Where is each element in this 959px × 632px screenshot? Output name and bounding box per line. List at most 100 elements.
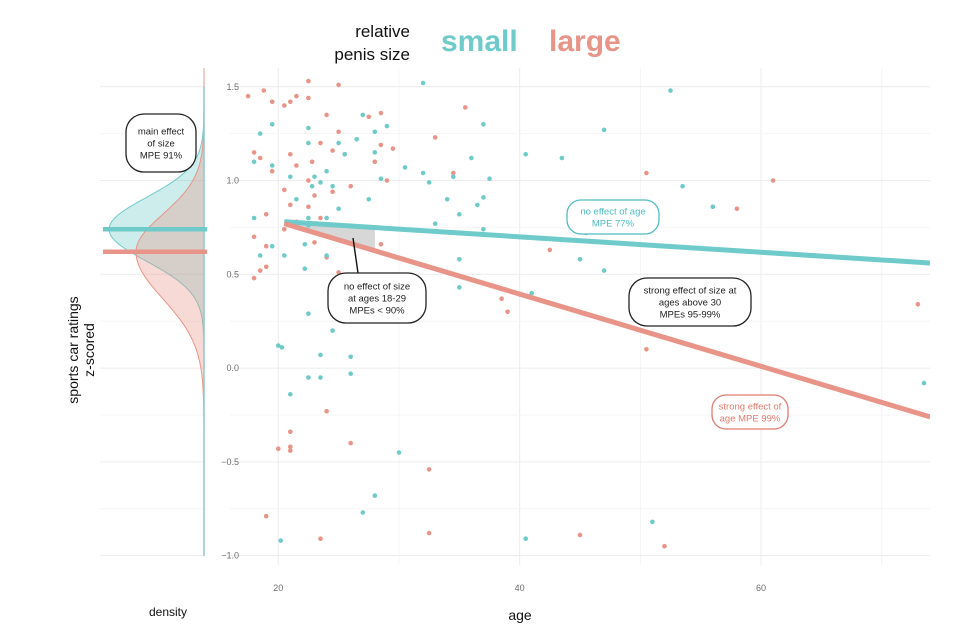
point-small (457, 285, 462, 290)
point-large (288, 448, 293, 453)
point-large (288, 202, 293, 208)
point-small (318, 180, 323, 185)
annotation-box (327, 272, 427, 324)
point-small (710, 204, 716, 210)
point-small (487, 176, 492, 181)
point-large (463, 105, 468, 110)
point-small (481, 122, 486, 127)
point-small (318, 375, 323, 380)
point-small (650, 519, 655, 525)
point-small (420, 170, 426, 176)
point-small (559, 155, 565, 161)
y-tick-label: 0.5 (226, 269, 239, 279)
annotation-text: at ages 18-29 (348, 294, 406, 305)
point-small (278, 538, 284, 543)
point-large (734, 206, 740, 211)
point-large (288, 429, 293, 435)
point-large (263, 264, 269, 270)
point-small (444, 197, 450, 202)
x-tick-label: 40 (515, 583, 525, 593)
point-small (306, 311, 311, 317)
point-small (336, 206, 341, 211)
y-tick-label: 0.0 (226, 363, 239, 373)
point-large (257, 155, 263, 161)
point-small (457, 212, 462, 217)
y-axis-title-line-2: z-scored (81, 323, 97, 377)
point-large (318, 140, 323, 146)
point-large (269, 168, 275, 174)
y-tick-label: 1.0 (226, 176, 239, 186)
point-small (601, 127, 607, 133)
point-small (577, 257, 583, 262)
legend: relative penis size small large (334, 22, 620, 64)
annotation-text: MPEs 95-99% (660, 310, 721, 321)
annotation-text: MPEs < 90% (349, 306, 405, 317)
annotation-box (628, 277, 752, 327)
point-large (294, 163, 299, 168)
point-small (396, 450, 402, 455)
annotation-text: ages above 30 (659, 298, 721, 309)
annotation-text: strong effect of (719, 402, 782, 413)
point-small (257, 253, 263, 258)
point-small (475, 202, 480, 208)
point-small (481, 227, 486, 232)
point-small (330, 183, 335, 189)
point-large (499, 296, 504, 302)
annotation-text: strong effect of size at (644, 286, 737, 297)
point-large (288, 444, 293, 450)
point-small (523, 152, 528, 157)
point-large (915, 302, 921, 307)
point-small (354, 137, 360, 142)
point-large (282, 103, 287, 108)
point-large (644, 347, 649, 352)
point-small (288, 392, 293, 397)
annotation-box (125, 113, 197, 173)
point-small (372, 150, 378, 155)
point-small (269, 122, 275, 127)
scatter-points (245, 78, 927, 549)
point-large (662, 543, 667, 549)
point-small (282, 253, 287, 258)
point-large (312, 240, 317, 245)
annotation-text: MPE 77% (592, 219, 635, 230)
annotation-text: MPE 91% (140, 151, 183, 162)
point-large (263, 513, 269, 519)
point-large (547, 247, 553, 253)
annotation-text: of size (147, 139, 174, 150)
point-small (330, 328, 335, 333)
point-large (257, 268, 263, 273)
point-small (302, 266, 308, 272)
point-large (378, 142, 384, 148)
point-large (251, 275, 257, 281)
point-small (348, 354, 354, 360)
point-large (432, 135, 438, 140)
point-small (469, 155, 474, 161)
point-small (457, 257, 462, 262)
point-large (384, 178, 390, 183)
point-large (306, 78, 311, 84)
axis-ticks: 20 40 60 1.5 1.0 0.5 0.0 −0.5 −1.0 (221, 82, 766, 593)
x-axis-title: age (508, 607, 532, 623)
y-axis-title-line-1: sports car ratings (65, 296, 81, 403)
point-small (269, 243, 275, 249)
point-small (366, 197, 372, 202)
point-small (378, 176, 384, 181)
point-large (312, 193, 317, 198)
point-small (372, 493, 378, 498)
point-small (384, 123, 390, 129)
point-large (306, 204, 311, 210)
point-large (372, 159, 378, 165)
y-axis-title: sports car ratings z-scored (65, 296, 97, 403)
legend-title-line-2: penis size (334, 45, 410, 64)
point-large (348, 183, 354, 189)
point-small (426, 180, 432, 185)
point-small (324, 168, 329, 174)
point-large (770, 178, 776, 183)
point-small (302, 242, 308, 247)
point-large (366, 114, 372, 120)
point-large (269, 99, 275, 105)
